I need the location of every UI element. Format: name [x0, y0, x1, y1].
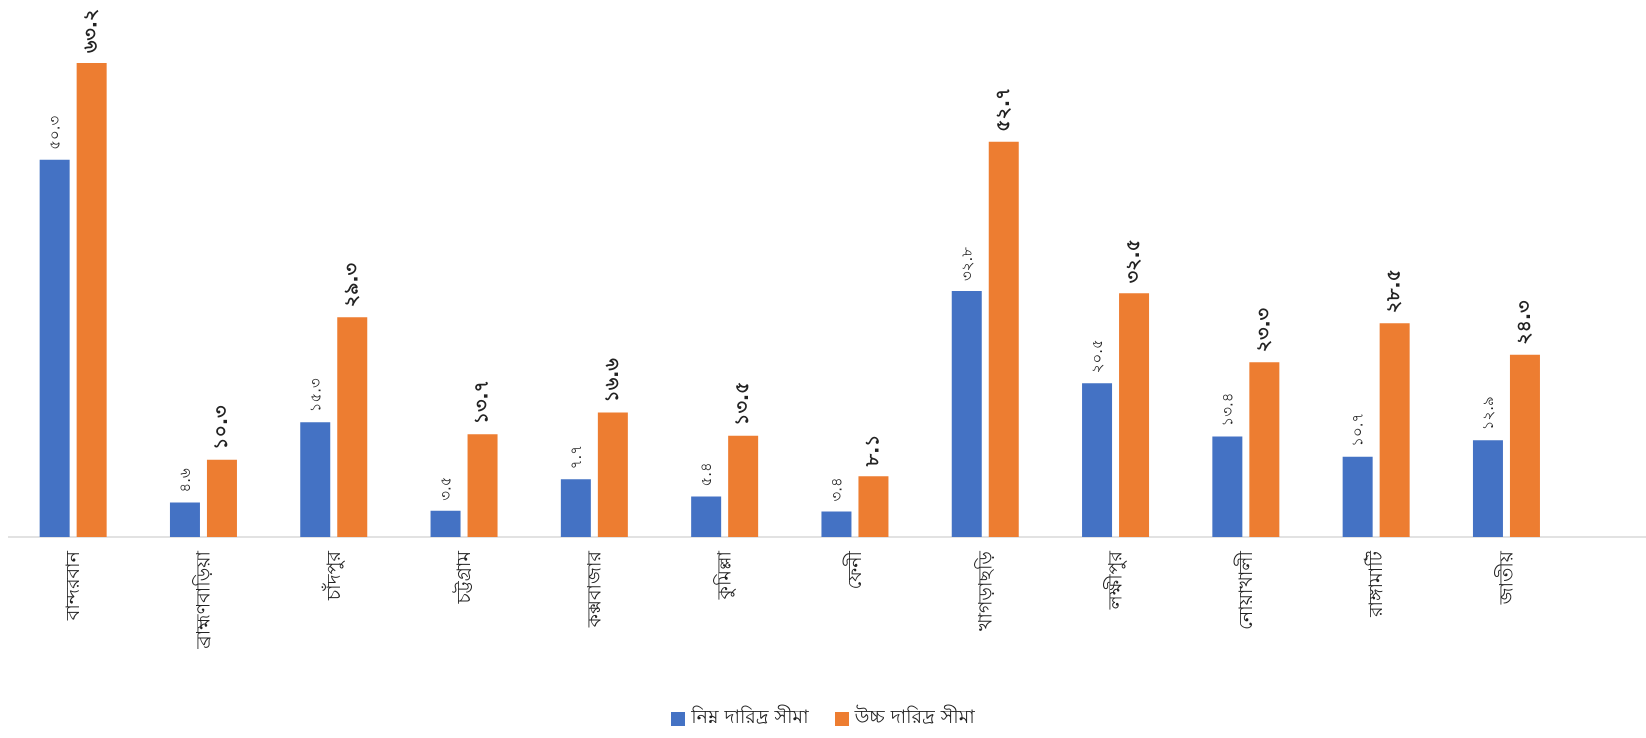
bar-low: [1082, 383, 1113, 537]
data-label-low: ৩.৪: [827, 477, 845, 501]
legend-label-high: উচ্চ দারিদ্র সীমা: [854, 706, 975, 728]
bar-low: [1342, 456, 1373, 537]
data-label-high: ২৮.৫: [1383, 269, 1405, 313]
data-label-high: ৩২.৫: [1122, 239, 1144, 283]
bar-high: [1119, 293, 1150, 537]
data-label-low: ৫০.৩: [46, 115, 64, 149]
data-label-low: ৪.৬: [176, 468, 194, 493]
data-label-low: ১৫.৩: [306, 378, 324, 412]
legend-item-high: উচ্চ দারিদ্র সীমা: [834, 703, 975, 735]
bar-high: [597, 412, 628, 537]
data-label-high: ৫২.৭: [992, 87, 1014, 131]
bar-chart-svg: ৫০.৩ ৬৩.২ বান্দরবান ৪.৬ ১০.৩ ব্রাহ্মণবাড়িয়া…: [8, 9, 1646, 650]
bar-low: [951, 291, 982, 537]
data-label-low: ১০.৭: [1349, 413, 1367, 447]
data-label-low: ৭.৭: [567, 445, 585, 469]
bar-low: [821, 511, 852, 537]
data-label-high: ১৩.৭: [471, 380, 493, 424]
bar-high: [858, 476, 889, 537]
bar-high: [1379, 323, 1410, 537]
bar-low: [300, 422, 331, 537]
data-label-high: ২৩.৩: [1252, 308, 1274, 352]
bar-high: [1249, 362, 1280, 537]
x-tick-label: নোয়াখালী: [1234, 550, 1257, 629]
bar-low: [691, 496, 722, 537]
bar-high: [467, 434, 498, 537]
legend-swatch-high: [834, 712, 849, 726]
bar-low: [169, 502, 200, 537]
bar-high: [728, 435, 759, 537]
bar-high: [206, 459, 237, 537]
x-tick-label: খাগড়াছড়ি: [974, 551, 996, 631]
data-label-high: ২৯.৩: [340, 263, 362, 307]
x-tick-label: চাঁদপুর: [322, 550, 345, 601]
data-label-high: ১৬.৬: [601, 358, 623, 403]
x-tick-label: ফেনী: [843, 550, 866, 589]
bar-high: [337, 317, 368, 537]
data-label-low: ৩২.৮: [958, 247, 976, 281]
data-label-high: ৮.১: [861, 434, 883, 467]
data-label-low: ২০.৫: [1088, 339, 1106, 373]
bar-high: [988, 141, 1019, 537]
x-tick-label: রাঙ্গামাটি: [1364, 550, 1387, 618]
x-tick-label: ব্রাহ্মণবাড়িয়া: [192, 551, 214, 650]
bar-low: [560, 479, 591, 537]
x-tick-label: কুমিল্লা: [714, 551, 736, 601]
data-label-low: ৫.৪: [697, 462, 715, 486]
legend: নিম্ন দারিদ্র সীমা উচ্চ দারিদ্র সীমা: [0, 703, 1646, 735]
bar-high: [1509, 354, 1540, 537]
data-label-low: ১৩.৪: [1218, 393, 1236, 427]
data-label-high: ২৪.৩: [1513, 300, 1535, 344]
bar-low: [39, 159, 70, 537]
x-tick-label: জাতীয়: [1494, 550, 1517, 605]
data-label-low: ১২.৯: [1479, 396, 1497, 430]
data-label-high: ৬৩.২: [80, 9, 102, 53]
bar-high: [76, 63, 107, 537]
x-tick-label: লক্ষীপুর: [1104, 550, 1127, 610]
bar-low: [430, 510, 461, 537]
x-tick-label: চট্টগ্রাম: [452, 551, 475, 605]
x-tick-label: কক্সবাজার: [583, 550, 605, 628]
legend-swatch-low: [671, 712, 686, 726]
legend-item-low: নিম্ন দারিদ্র সীমা: [671, 703, 809, 735]
bar-low: [1472, 440, 1503, 537]
x-tick-label: বান্দরবান: [62, 550, 84, 621]
data-label-low: ৩.৫: [437, 476, 455, 500]
bar-low: [1212, 436, 1243, 537]
legend-label-low: নিম্ন দারিদ্র সীমা: [691, 706, 809, 728]
data-label-high: ১৩.৫: [731, 382, 753, 426]
data-label-high: ১০.৩: [210, 405, 232, 449]
